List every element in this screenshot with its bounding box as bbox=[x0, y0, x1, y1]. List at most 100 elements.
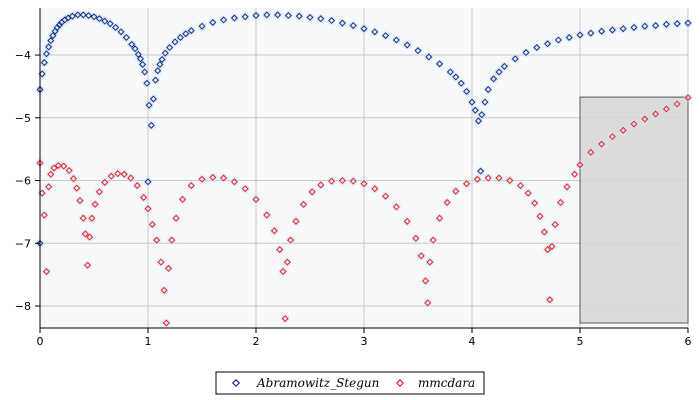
point-mmcdara bbox=[403, 217, 411, 225]
point-abramowitz bbox=[158, 55, 166, 63]
x-tick-label: 2 bbox=[253, 335, 260, 348]
point-mmcdara bbox=[279, 268, 287, 276]
x-tick-label: 3 bbox=[361, 335, 368, 348]
point-abramowitz bbox=[42, 50, 50, 58]
halo-abramowitz bbox=[532, 43, 542, 53]
point-abramowitz bbox=[187, 27, 195, 35]
halo-abramowitz bbox=[564, 32, 574, 42]
halo-abramowitz bbox=[543, 39, 553, 49]
point-mmcdara bbox=[392, 203, 400, 211]
point-mmcdara bbox=[422, 277, 430, 285]
point-mmcdara bbox=[79, 214, 87, 222]
halo-mmcdara bbox=[139, 192, 149, 202]
point-mmcdara bbox=[144, 205, 152, 213]
point-abramowitz bbox=[371, 28, 379, 36]
point-mmcdara bbox=[81, 230, 89, 238]
point-abramowitz bbox=[139, 60, 147, 68]
point-mmcdara bbox=[107, 172, 115, 180]
point-mmcdara bbox=[557, 199, 565, 207]
halo-mmcdara bbox=[44, 182, 54, 192]
point-mmcdara bbox=[608, 133, 616, 141]
point-abramowitz bbox=[171, 38, 179, 46]
halo-abramowitz bbox=[229, 13, 239, 23]
point-mmcdara bbox=[283, 258, 291, 266]
point-mmcdara bbox=[540, 228, 548, 236]
point-abramowitz bbox=[544, 40, 552, 48]
point-mmcdara bbox=[47, 170, 55, 178]
point-abramowitz bbox=[522, 49, 530, 57]
point-mmcdara bbox=[424, 299, 432, 307]
point-mmcdara bbox=[349, 177, 357, 185]
legend-label-mmcdara: mmcdara bbox=[418, 376, 475, 390]
point-abramowitz bbox=[598, 27, 606, 35]
halo-abramowitz bbox=[219, 15, 229, 25]
point-abramowitz bbox=[533, 44, 541, 52]
point-mmcdara bbox=[524, 189, 532, 197]
halo-abramowitz bbox=[462, 86, 472, 96]
halo-mmcdara bbox=[530, 198, 540, 208]
halo-mmcdara bbox=[381, 191, 391, 201]
point-mmcdara bbox=[114, 170, 122, 178]
halo-mmcdara bbox=[251, 194, 261, 204]
halo-abramowitz bbox=[294, 11, 304, 21]
halo-abramowitz bbox=[456, 78, 466, 88]
halo-mmcdara bbox=[651, 109, 661, 119]
halo-mmcdara bbox=[425, 257, 435, 267]
point-mmcdara bbox=[69, 175, 77, 183]
point-mmcdara bbox=[371, 185, 379, 193]
point-abramowitz bbox=[328, 17, 336, 25]
halo-mmcdara bbox=[178, 194, 188, 204]
halo-mmcdara bbox=[87, 213, 97, 223]
point-abramowitz bbox=[471, 106, 479, 114]
point-abramowitz bbox=[495, 68, 503, 76]
halo-mmcdara bbox=[535, 211, 545, 221]
point-mmcdara bbox=[576, 161, 584, 169]
point-mmcdara bbox=[598, 140, 606, 148]
point-abramowitz bbox=[484, 86, 492, 94]
point-abramowitz bbox=[144, 178, 152, 186]
point-abramowitz bbox=[403, 41, 411, 49]
y-tick-label: −7 bbox=[15, 237, 31, 250]
halo-mmcdara bbox=[607, 132, 617, 142]
halo-mmcdara bbox=[167, 235, 177, 245]
point-mmcdara bbox=[162, 319, 170, 327]
point-mmcdara bbox=[270, 227, 278, 235]
halo-abramowitz bbox=[116, 27, 126, 37]
point-mmcdara bbox=[120, 170, 128, 178]
point-mmcdara bbox=[76, 197, 84, 205]
point-mmcdara bbox=[429, 236, 437, 244]
point-mmcdara bbox=[473, 175, 481, 183]
point-abramowitz bbox=[209, 18, 217, 26]
point-abramowitz bbox=[136, 55, 144, 63]
halo-mmcdara bbox=[586, 147, 596, 157]
point-abramowitz bbox=[652, 22, 660, 30]
tick-labels: 0 1 2 3 4 5 6 −8 −7 −6 −5 −4 bbox=[15, 49, 692, 348]
point-abramowitz bbox=[152, 76, 160, 84]
point-mmcdara bbox=[160, 286, 168, 294]
halo-abramowitz bbox=[629, 22, 639, 32]
point-mmcdara bbox=[40, 211, 48, 219]
point-mmcdara bbox=[292, 217, 300, 225]
point-abramowitz bbox=[147, 121, 155, 129]
point-abramowitz bbox=[90, 13, 98, 21]
halo-abramowitz bbox=[240, 12, 250, 22]
x-tick-label: 4 bbox=[469, 335, 476, 348]
point-abramowitz bbox=[145, 101, 153, 109]
point-abramowitz bbox=[182, 30, 190, 38]
x-tick-label: 0 bbox=[37, 335, 44, 348]
halo-abramowitz bbox=[494, 67, 504, 77]
halo-abramowitz bbox=[144, 100, 154, 110]
point-abramowitz bbox=[425, 53, 433, 61]
point-mmcdara bbox=[436, 214, 444, 222]
point-mmcdara bbox=[506, 177, 514, 185]
legend-box bbox=[215, 371, 485, 395]
point-mmcdara bbox=[360, 180, 368, 188]
halo-mmcdara bbox=[278, 267, 288, 277]
point-mmcdara bbox=[60, 162, 68, 170]
shaded-region bbox=[579, 96, 689, 324]
point-mmcdara bbox=[452, 187, 460, 195]
halo-mmcdara bbox=[132, 181, 142, 191]
halo-abramowitz bbox=[140, 67, 150, 77]
halo-mmcdara bbox=[90, 199, 100, 209]
